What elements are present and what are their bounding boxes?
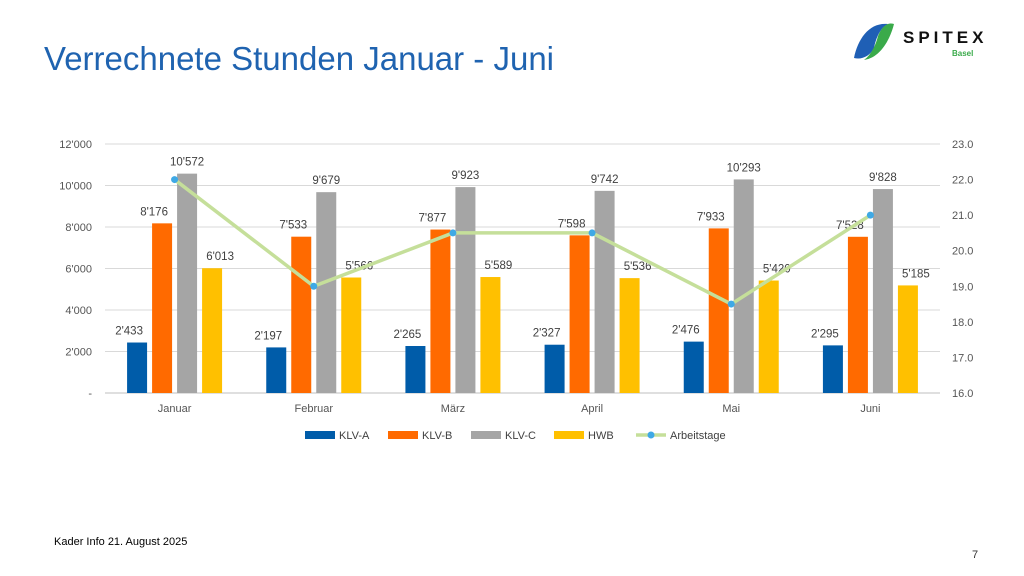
slide-title: Verrechnete Stunden Januar - Juni xyxy=(44,40,555,77)
data-label: 7'598 xyxy=(558,218,586,230)
footer-text: Kader Info 21. August 2025 xyxy=(54,536,188,548)
line-marker xyxy=(310,282,318,290)
data-label: 6'013 xyxy=(206,251,234,263)
bar-klv-c xyxy=(594,190,615,393)
data-label: 10'293 xyxy=(727,162,761,174)
y-right-tick: 22.0 xyxy=(952,175,973,187)
bar-hwb xyxy=(897,285,918,393)
y-right-tick: 18.0 xyxy=(952,317,973,329)
page-number: 7 xyxy=(972,549,979,561)
data-label: 5'536 xyxy=(624,261,652,273)
bar-klv-b xyxy=(152,223,173,393)
y-left-tick: 2'000 xyxy=(65,347,92,359)
data-label: 5'589 xyxy=(485,260,513,272)
legend-label: HWB xyxy=(588,430,614,442)
line-marker xyxy=(588,229,596,237)
data-label: 2'433 xyxy=(115,326,143,338)
spitex-logo xyxy=(854,23,894,60)
y-left-tick: 10'000 xyxy=(59,181,92,193)
logo-subtext: Basel xyxy=(952,49,974,58)
legend-label: KLV-A xyxy=(339,430,370,442)
bar-hwb xyxy=(480,277,501,393)
bar-hwb xyxy=(758,280,779,393)
legend-swatch xyxy=(305,431,335,439)
bar-klv-b xyxy=(430,229,451,393)
y-left-tick: 8'000 xyxy=(65,222,92,234)
data-label: 9'679 xyxy=(312,175,340,187)
data-label: 2'265 xyxy=(394,329,422,341)
data-label: 5'566 xyxy=(345,261,373,273)
y-right-tick: 16.0 xyxy=(952,388,973,400)
data-label: 7'533 xyxy=(279,220,307,232)
y-right-tick: 19.0 xyxy=(952,281,973,293)
bar-hwb xyxy=(341,277,362,393)
data-label: 2'476 xyxy=(672,325,700,337)
bar-klv-c xyxy=(872,189,893,393)
x-tick-label: Januar xyxy=(158,403,192,415)
x-tick-label: April xyxy=(581,403,603,415)
line-marker xyxy=(727,300,735,308)
data-label: 10'572 xyxy=(170,157,204,169)
data-label: 9'742 xyxy=(591,174,619,186)
logo-text: SPITEX xyxy=(903,28,988,47)
legend-label: KLV-B xyxy=(422,430,452,442)
x-tick-label: Mai xyxy=(722,403,740,415)
legend-label: Arbeitstage xyxy=(670,430,726,442)
x-tick-label: Juni xyxy=(860,403,880,415)
y-right-tick: 17.0 xyxy=(952,352,973,364)
data-label: 2'295 xyxy=(811,328,839,340)
data-label: 5'185 xyxy=(902,268,930,280)
line-marker xyxy=(171,176,179,184)
y-right-tick: 20.0 xyxy=(952,246,973,258)
bar-klv-b xyxy=(569,235,590,393)
bar-klv-a xyxy=(127,342,148,393)
line-marker xyxy=(866,211,874,219)
y-left-tick: 4'000 xyxy=(65,305,92,317)
data-label: 2'327 xyxy=(533,328,561,340)
data-label: 7'933 xyxy=(697,211,725,223)
data-label: 7'877 xyxy=(419,213,447,225)
data-label: 8'176 xyxy=(140,206,168,218)
y-right-tick: 21.0 xyxy=(952,210,973,222)
bar-klv-b xyxy=(291,236,312,393)
line-arbeitstage xyxy=(173,178,872,307)
bar-klv-b xyxy=(847,236,868,393)
x-tick-label: Februar xyxy=(294,403,333,415)
bar-klv-a xyxy=(266,347,287,393)
legend-marker xyxy=(647,431,655,439)
bar-klv-c xyxy=(177,173,198,393)
y-left-tick: 6'000 xyxy=(65,264,92,276)
bar-klv-a xyxy=(683,341,704,393)
x-tick-label: März xyxy=(441,403,465,415)
bar-hwb xyxy=(202,268,223,393)
data-label: 2'197 xyxy=(254,330,282,342)
bar-klv-c xyxy=(455,187,476,393)
data-label: 9'828 xyxy=(869,172,897,184)
y-right-tick: 23.0 xyxy=(952,139,973,151)
y-left-tick: - xyxy=(88,388,92,400)
bar-klv-a xyxy=(822,345,843,393)
bar-klv-a xyxy=(405,346,426,393)
legend-swatch xyxy=(388,431,418,439)
legend-label: KLV-C xyxy=(505,430,536,442)
data-label: 9'923 xyxy=(452,170,480,182)
bar-klv-b xyxy=(708,228,729,393)
y-left-tick: 12'000 xyxy=(59,139,92,151)
bar-klv-c xyxy=(316,192,337,393)
bar-klv-c xyxy=(733,179,754,393)
legend-swatch xyxy=(471,431,501,439)
line-marker xyxy=(449,229,457,237)
legend-swatch xyxy=(554,431,584,439)
bar-hwb xyxy=(619,278,640,393)
bar-klv-a xyxy=(544,344,565,393)
